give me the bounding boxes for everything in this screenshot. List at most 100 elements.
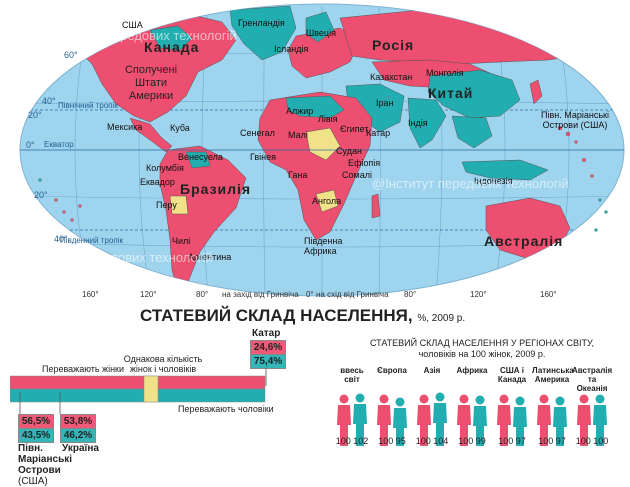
label-kazakhstan: Казахстан (370, 72, 413, 82)
label-ghana: Гана (288, 170, 308, 180)
label-guinea: Гвінея (250, 152, 276, 162)
ratio-bar (10, 375, 266, 403)
deg-0: 0° (26, 140, 35, 150)
region-values: 100 99 (454, 436, 490, 446)
region-name: Європа (377, 366, 407, 375)
greenland (229, 5, 297, 61)
label-russia: Росія (372, 37, 415, 53)
deg-40n: 40° (42, 96, 56, 106)
region-men-value: 97 (513, 436, 526, 446)
label-egypt: Єгипет (340, 124, 369, 134)
country-ukraine: Україна (62, 443, 99, 454)
label-mexico: Мексика (107, 122, 143, 132)
label-sudan: Судан (336, 146, 362, 156)
map-graphic (19, 3, 625, 297)
africa-equal (305, 127, 341, 161)
label-sweden: Швеція (306, 28, 336, 38)
islands (54, 125, 594, 222)
label-mali: Малі (288, 130, 308, 140)
qatar-women-pct: 24,6% (250, 340, 286, 355)
mariana-men-pct: 43,5% (18, 428, 54, 443)
region-men-value: 100 (590, 436, 609, 446)
label-mongolia: Монголія (426, 68, 464, 78)
woman-figure (497, 394, 511, 446)
world-map: США Канада Сполучені Штати Америки Мекси… (16, 3, 625, 299)
country-mariana-note: (США) (18, 476, 48, 487)
meridian-east-label: на схід від Гринвіча (316, 290, 389, 299)
watermark-2: @Інститут передових технологій (372, 176, 569, 191)
label-algeria: Алжир (286, 106, 314, 116)
deg-160w: 160° (82, 290, 99, 299)
region-men-value: 99 (473, 436, 486, 446)
sa-equal (169, 195, 189, 215)
africa-teal-north (285, 95, 345, 119)
region-values: 100 104 (414, 436, 450, 446)
deg-60n: 60° (64, 50, 78, 60)
country-mariana-name: Півн. Маріанські Острови (18, 443, 72, 476)
sex-structure-panel: СТАТЕВИЙ СКЛАД НАСЕЛЕННЯ, %, 2009 р. Пер… (0, 300, 630, 487)
scandinavia (305, 11, 335, 43)
label-india: Індія (408, 118, 428, 128)
label-colombia: Колумбія (146, 163, 184, 173)
region-values: 100 95 (374, 436, 410, 446)
china (427, 69, 521, 119)
madagascar (371, 193, 381, 219)
country-mariana: Півн. Маріанські Острови (США) (18, 443, 72, 487)
africa-equal-2 (315, 189, 339, 213)
islands-teal (38, 178, 608, 232)
deg-120w: 120° (140, 290, 157, 299)
label-qatar: Катар (366, 128, 391, 138)
japan (529, 79, 543, 105)
country-qatar: Катар (252, 328, 281, 339)
deg-0-meridian: 0° (306, 290, 314, 299)
watermark-1: @Інститут передових технологій (40, 28, 237, 43)
label-angola: Ангола (312, 196, 342, 206)
watermark-3: @Інститут передових технологій (16, 250, 213, 265)
qatar-men-pct: 75,4% (250, 354, 286, 369)
region-name: США і Канада (497, 366, 527, 384)
label-cuba: Куба (170, 123, 190, 133)
region-name: Африка (456, 366, 488, 375)
label-brazil: Бразилія (180, 181, 252, 197)
label-canada: Канада (144, 39, 200, 55)
region-women-value: 100 (335, 436, 351, 446)
label-libya: Лівія (318, 114, 338, 124)
chart-title: СТАТЕВИЙ СКЛАД НАСЕЛЕННЯ, %, 2009 р. (140, 306, 465, 326)
deg-80e: 80° (404, 290, 417, 299)
new-zealand (585, 249, 599, 273)
deg-20s: 20° (34, 190, 48, 200)
man-figure (473, 395, 487, 446)
bar-equal (143, 375, 159, 403)
label-senegal: Сенегал (240, 128, 275, 138)
label-argentina: Аргентина (188, 252, 232, 262)
woman-figure (377, 394, 391, 446)
central-america (129, 117, 173, 153)
man-figure (393, 397, 407, 446)
region-name: ввесь світ (340, 366, 364, 384)
man-figure (553, 396, 567, 446)
region-name: Азія (423, 366, 441, 375)
deg-40s: 40° (54, 234, 68, 244)
canada-teal-patch (149, 25, 193, 51)
man-figure (433, 392, 447, 446)
woman-figure (417, 394, 431, 446)
label-equator: Екватор (44, 140, 74, 149)
label-ethiopia: Ефіопія (348, 158, 381, 168)
bar-men (10, 388, 266, 403)
man-figure (593, 394, 607, 446)
woman-figure (457, 394, 471, 446)
label-peru: Перу (156, 200, 177, 210)
label-men-dominate: Переважають чоловіки (178, 404, 274, 414)
woman-figure (537, 394, 551, 446)
region-women-value: 100 (415, 436, 431, 446)
label-equal: Однакова кількість жінок і чоловіків (123, 354, 203, 374)
chart-title-text: СТАТЕВИЙ СКЛАД НАСЕЛЕННЯ, (140, 306, 413, 325)
region-women-value: 100 (538, 436, 554, 446)
man-figure (353, 393, 367, 446)
label-mariana: Півн. Маріанські Острови (США) (541, 110, 609, 130)
region-men-value: 95 (393, 436, 406, 446)
regions-title: СТАТЕВИЙ СКЛАД НАСЕЛЕННЯ У РЕГІОНАХ СВІТ… (369, 338, 595, 359)
deg-20n: 20° (28, 110, 42, 120)
label-north-tropic: Північний тропік (58, 101, 118, 110)
region-name: Латинська Америка (532, 366, 574, 384)
